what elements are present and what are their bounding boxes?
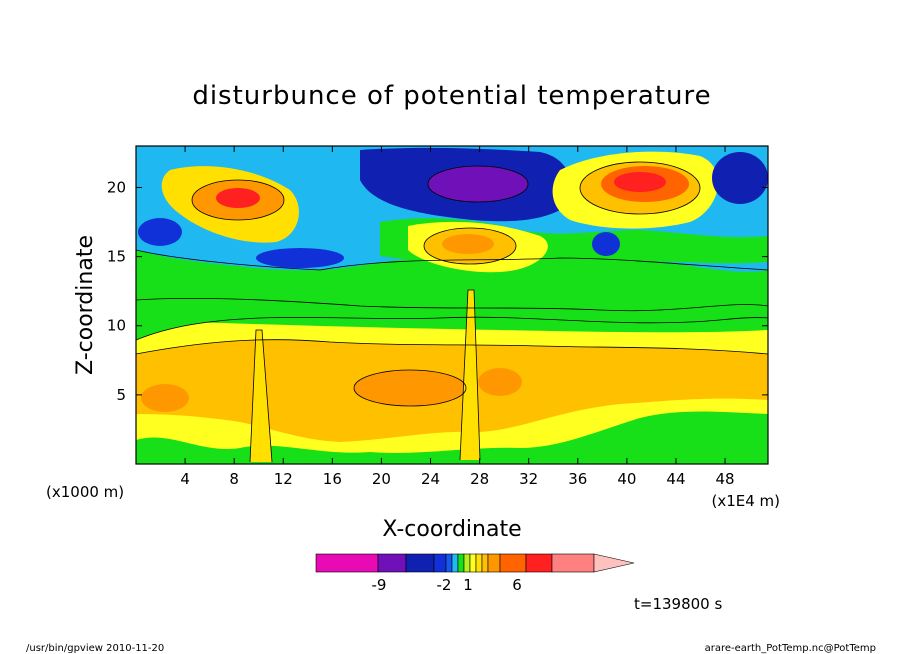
x-tick-label: 4 [180,470,190,488]
colorbar-swatch [445,553,453,573]
colorbar-swatch [405,553,435,573]
colorbar-swatch [315,553,379,573]
y-tick-label: 20 [107,178,126,196]
x-tick-label: 36 [568,470,587,488]
field-orange-low-1 [354,370,466,406]
field-red-left [216,188,260,208]
x-unit-right: (x1E4 m) [711,492,780,510]
x-axis-label: X-coordinate [382,517,521,542]
x-tick-label: 24 [421,470,440,488]
x-tick-label: 12 [274,470,293,488]
field-mid-green [136,298,768,333]
colorbar-swatch [481,553,489,573]
colorbar-arrow [593,553,635,573]
colorbar-swatch [463,553,471,573]
field-navy-right [712,152,768,204]
x-tick-label: 40 [617,470,636,488]
colorbar-swatch [377,553,407,573]
plot-frame [135,145,769,465]
field-plume-2 [460,290,480,460]
y-tick-label: 5 [116,386,126,404]
field-purple-top [428,166,528,202]
x-tick-label: 44 [666,470,685,488]
x-tick-label: 8 [229,470,239,488]
field-plume-1 [250,330,272,462]
y-tick-label: 15 [107,248,126,266]
y-axis: 5 10 15 20 [107,178,768,404]
x-tick-label: 28 [470,470,489,488]
colorbar [315,553,635,573]
contour-lines [136,161,768,463]
footer-right: arare-earth_PotTemp.nc@PotTemp [705,643,876,654]
x-unit-left: (x1000 m) [46,483,124,501]
colorbar-label: -2 [437,576,452,594]
y-axis-label: Z-coordinate [73,235,98,375]
field-blue-mid [592,232,620,256]
x-tick-label: 32 [519,470,538,488]
colorbar-swatch [433,553,447,573]
colorbar-swatch [469,553,477,573]
footer-left: /usr/bin/gpview 2010-11-20 [26,643,164,654]
field-orange-low-2 [478,368,522,396]
x-tick-label: 16 [323,470,342,488]
chart-title: disturbunce of potential temperature [192,81,711,111]
colorbar-label: 1 [463,576,473,594]
field-orange-low-3 [141,384,189,412]
field-red-mid [442,234,494,254]
colorbar-swatch [451,553,459,573]
colorbar-labels: -9 -2 1 6 [372,576,522,594]
colorbar-swatch [457,553,465,573]
time-label: t=139800 s [634,595,722,613]
x-tick-label: 48 [716,470,735,488]
colorbar-swatch [487,553,501,573]
colorbar-label: 6 [512,576,522,594]
colorbar-swatch [499,553,527,573]
field-blue-left-2 [256,248,344,268]
colorbar-label: -9 [372,576,387,594]
x-axis: 4 8 12 16 20 24 28 32 36 40 44 48 [180,146,735,488]
field-red-right [614,172,666,192]
colorbar-swatch [475,553,483,573]
colorbar-swatch [525,553,553,573]
x-tick-label: 20 [372,470,391,488]
plot-area [136,146,768,464]
field-blue-left [138,218,182,246]
colorbar-swatch [551,553,595,573]
y-tick-label: 10 [107,317,126,335]
